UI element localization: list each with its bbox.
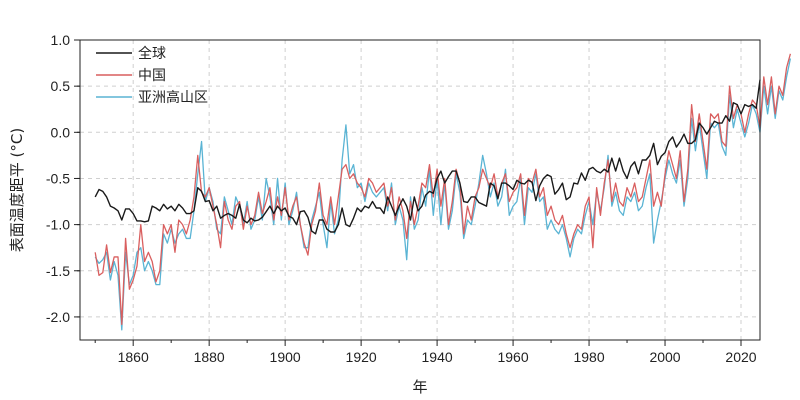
x-tick-label: 2000 — [649, 349, 680, 365]
y-tick-label: -1.5 — [46, 263, 70, 279]
x-axis: 1860 1880 1900 1920 1940 1960 1980 2000 2020 — [94, 340, 757, 365]
y-tick-label: 1.0 — [51, 32, 71, 48]
series-layer — [94, 53, 792, 331]
y-tick-label: 0.5 — [51, 78, 71, 94]
x-tick-label: 2020 — [725, 349, 756, 365]
legend-label: 全球 — [138, 45, 166, 62]
x-tick-label: 1920 — [346, 349, 377, 365]
x-tick-label: 1900 — [270, 349, 301, 365]
legend-label: 亚洲高山区 — [138, 89, 208, 106]
x-tick-label: 1880 — [194, 349, 225, 365]
y-axis: -2.0 -1.5 -1.0 -0.5 0.0 0.5 1.0 — [46, 32, 80, 325]
series-line-1 — [94, 53, 792, 325]
x-tick-label: 1980 — [573, 349, 604, 365]
x-axis-title: 年 — [412, 378, 427, 396]
series-line-0 — [94, 79, 761, 235]
y-tick-label: -0.5 — [46, 170, 70, 186]
y-tick-label: 0.0 — [51, 124, 71, 140]
x-tick-label: 1960 — [497, 349, 528, 365]
x-tick-label: 1860 — [118, 349, 149, 365]
y-axis-title: 表面温度距平 (°C) — [8, 128, 26, 252]
plot-frame — [79, 39, 761, 341]
legend-label: 中国 — [138, 68, 166, 84]
y-tick-label: -1.0 — [46, 217, 70, 233]
y-tick-label: -2.0 — [46, 309, 70, 325]
x-tick-label: 1940 — [422, 349, 453, 365]
grid-lines — [80, 39, 760, 340]
